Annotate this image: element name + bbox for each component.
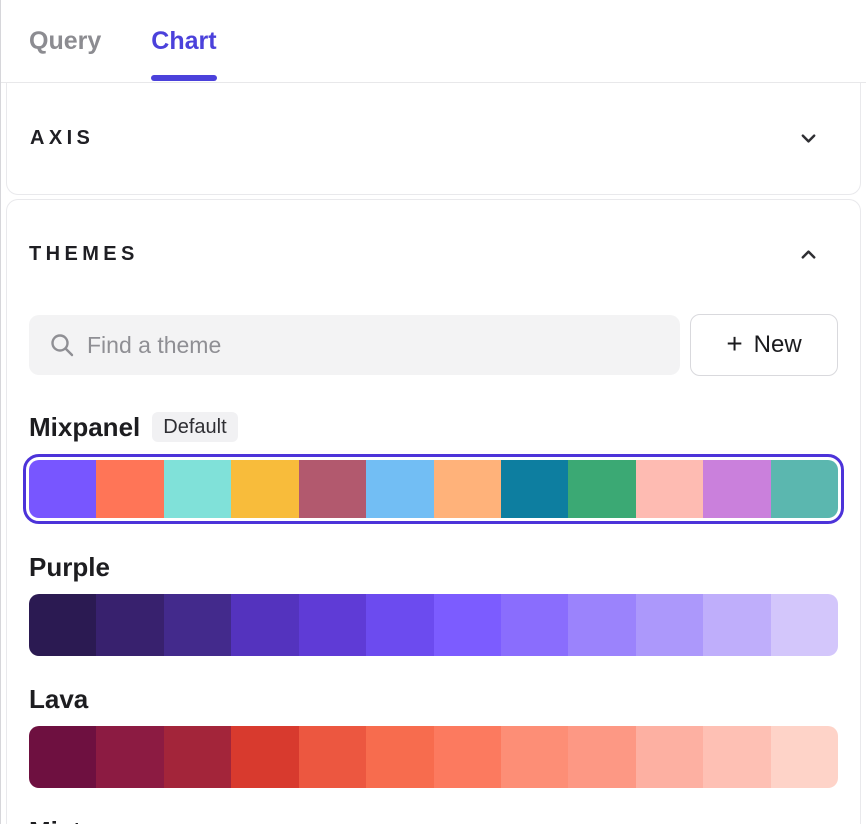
color-swatch — [703, 594, 771, 656]
color-swatch — [231, 594, 299, 656]
color-swatch — [366, 460, 434, 518]
selected-theme-ring — [23, 454, 844, 524]
color-swatch — [298, 594, 367, 656]
tab-query[interactable]: Query — [29, 0, 101, 83]
color-swatch — [703, 460, 771, 518]
color-swatch — [568, 726, 636, 788]
color-swatch — [568, 594, 636, 656]
theme-search-field — [29, 315, 680, 375]
axis-section-header[interactable]: AXIS — [6, 83, 861, 195]
color-swatch — [635, 594, 704, 656]
color-swatch — [29, 460, 97, 518]
theme-item-lava: Lava — [29, 682, 838, 788]
search-icon — [51, 334, 74, 357]
theme-name-row: Mist — [29, 814, 838, 824]
new-theme-button[interactable]: + New — [690, 314, 838, 376]
color-swatch — [366, 726, 434, 788]
theme-name: Lava — [29, 683, 89, 714]
color-swatch — [366, 594, 434, 656]
themes-section-title: THEMES — [29, 242, 139, 265]
color-swatch — [635, 726, 704, 788]
color-swatch — [500, 460, 569, 518]
color-swatch — [29, 726, 97, 788]
theme-search-input[interactable] — [29, 315, 680, 375]
theme-name-row: Mixpanel Default — [29, 410, 838, 444]
theme-item-purple: Purple — [29, 550, 838, 656]
axis-section-title: AXIS — [30, 127, 95, 149]
color-swatch — [770, 726, 838, 788]
color-swatch — [433, 594, 501, 656]
color-swatch — [500, 594, 569, 656]
theme-swatches-lava[interactable] — [29, 726, 838, 788]
theme-name-row: Lava — [29, 682, 838, 716]
color-swatch — [231, 460, 299, 518]
tab-chart[interactable]: Chart — [151, 0, 217, 83]
color-swatch — [298, 726, 367, 788]
plus-icon: + — [726, 328, 743, 359]
tab-bar: Query Chart — [1, 0, 866, 83]
color-swatch — [29, 594, 97, 656]
color-swatch — [96, 460, 164, 518]
tab-chart-label: Chart — [151, 26, 217, 55]
theme-name-row: Purple — [29, 550, 838, 584]
theme-name: Purple — [29, 551, 110, 582]
chevron-down-icon[interactable] — [799, 129, 818, 148]
theme-item-mist: Mist — [29, 814, 838, 824]
tab-query-label: Query — [29, 26, 102, 55]
color-swatch — [433, 460, 501, 518]
active-tab-indicator — [151, 74, 217, 81]
color-swatch — [163, 594, 232, 656]
color-swatch — [96, 726, 164, 788]
theme-swatch-holder — [23, 454, 844, 524]
theme-name: Mixpanel — [29, 411, 141, 442]
color-swatch — [433, 726, 501, 788]
theme-item-mixpanel: Mixpanel Default — [23, 410, 844, 524]
theme-swatch-holder — [29, 726, 838, 788]
color-swatch — [96, 594, 164, 656]
color-swatch — [163, 460, 232, 518]
color-swatch — [163, 726, 232, 788]
color-swatch — [770, 460, 838, 518]
theme-list: Mixpanel Default Purple Lava Mist — [23, 410, 844, 824]
theme-name: Mist — [29, 816, 81, 824]
themes-section: THEMES + New Mixpanel Default — [6, 199, 861, 824]
color-swatch — [231, 726, 299, 788]
themes-section-header[interactable]: THEMES — [29, 234, 838, 274]
theme-swatch-holder — [29, 594, 838, 656]
color-swatch — [298, 460, 367, 518]
chevron-up-icon[interactable] — [799, 245, 818, 264]
default-badge: Default — [152, 412, 238, 442]
theme-search-row: + New — [29, 314, 838, 376]
theme-swatches-mixpanel[interactable] — [29, 460, 838, 518]
color-swatch — [703, 726, 771, 788]
theme-swatches-purple[interactable] — [29, 594, 838, 656]
new-theme-button-label: New — [753, 331, 802, 358]
color-swatch — [635, 460, 704, 518]
color-swatch — [568, 460, 636, 518]
color-swatch — [500, 726, 569, 788]
color-swatch — [770, 594, 838, 656]
